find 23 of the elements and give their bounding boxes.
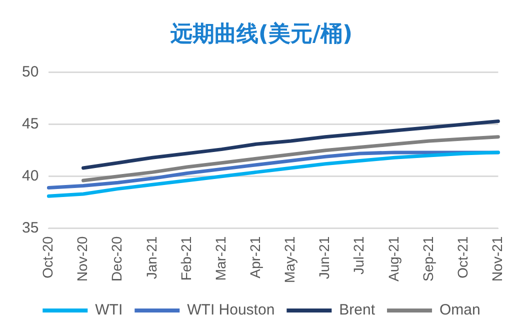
y-tick-label: 45 [22,116,39,133]
x-tick-label: Nov-20 [74,236,90,282]
x-tick-label: Jan-21 [143,236,160,280]
x-tick-label: Feb-21 [178,236,194,281]
x-tick-label: Jun-21 [316,236,332,280]
legend-label: Oman [440,302,480,319]
x-tick-label: Apr-21 [247,236,264,278]
x-tick-label: Dec-20 [108,236,125,282]
y-tick-label: 35 [22,219,39,236]
x-tick-label: Oct-20 [40,236,56,278]
x-tick-label: Mar-21 [212,236,228,281]
legend-label: Brent [339,302,376,319]
legend-label: WTI [95,302,123,319]
x-tick-label: Oct-21 [454,236,470,278]
x-tick-label: Sep-21 [420,236,436,282]
y-tick-label: 40 [22,167,39,184]
x-tick-label: May-21 [282,236,298,284]
x-tick-label: Jul-21 [350,236,367,274]
legend-label: WTI Houston [187,302,275,319]
x-tick-label: Nov-21 [489,236,506,282]
x-tick-label: Aug-21 [385,236,402,282]
y-tick-label: 50 [22,64,39,81]
chart-title: 远期曲线(美元/桶) [169,20,353,47]
